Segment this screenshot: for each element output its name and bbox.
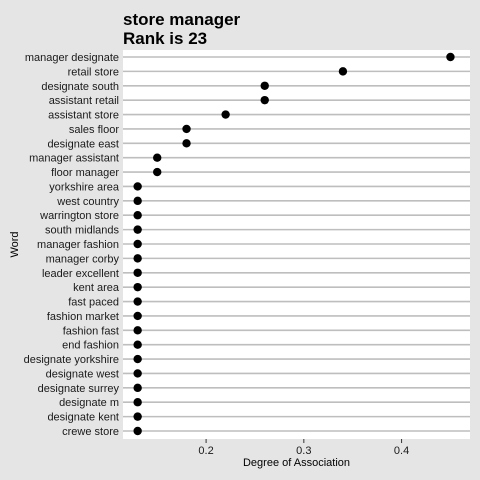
y-tick-label: assistant retail (49, 95, 119, 107)
data-point (133, 282, 142, 292)
data-point (133, 398, 142, 407)
data-point (133, 182, 142, 191)
data-points (133, 52, 455, 436)
y-tick-label: designate west (46, 368, 119, 380)
y-axis-title: Word (9, 231, 21, 257)
data-point (221, 110, 230, 119)
data-point (133, 297, 142, 306)
data-point (338, 67, 348, 76)
y-tick-label: leader excellent (42, 268, 119, 280)
data-point (133, 268, 142, 277)
y-tick-label: fast paced (68, 297, 119, 309)
x-axis: 0.2 0.3 0.4 (198, 439, 409, 457)
y-tick-label: designate m (59, 397, 119, 409)
data-point (133, 412, 142, 421)
y-tick-label: manager designate (25, 52, 119, 64)
data-point (133, 354, 142, 364)
x-tick-label: 0.3 (296, 445, 311, 457)
data-point (133, 254, 142, 263)
y-tick-label: manager corby (46, 253, 120, 265)
data-point (133, 369, 142, 378)
data-point (133, 311, 142, 321)
data-point (133, 196, 142, 206)
y-tick-label: fashion fast (63, 325, 119, 337)
data-point (153, 153, 162, 162)
y-tick-label: kent area (73, 282, 120, 294)
data-point (133, 225, 142, 234)
y-tick-label: designate surrey (38, 383, 120, 395)
y-tick-label: sales floor (69, 124, 119, 136)
x-tick-label: 0.4 (394, 445, 409, 457)
x-tick-label: 0.2 (198, 445, 213, 457)
y-tick-label: end fashion (62, 340, 119, 352)
y-tick-label: crewe store (62, 426, 119, 438)
data-point (133, 383, 142, 393)
y-tick-label: designate south (41, 81, 119, 93)
data-point (182, 139, 191, 148)
y-tick-label: retail store (68, 66, 119, 78)
y-tick-label: assistant store (48, 110, 119, 122)
y-tick-label: south midlands (45, 225, 119, 237)
y-tick-label: floor manager (51, 167, 119, 179)
y-axis: manager designate retail store designate s… (24, 52, 120, 438)
data-point (133, 211, 142, 220)
y-tick-label: warrington store (39, 210, 119, 222)
data-point (182, 124, 191, 134)
data-point (260, 81, 269, 90)
y-tick-label: yorkshire area (49, 181, 120, 193)
y-tick-label: designate east (47, 138, 119, 150)
data-point (133, 326, 142, 335)
chart-subtitle: Rank is 23 (123, 29, 207, 48)
data-point (260, 95, 269, 105)
data-point (133, 426, 142, 436)
y-tick-label: west country (56, 196, 119, 208)
y-tick-label: manager fashion (37, 239, 119, 251)
gridlines (123, 56, 470, 432)
y-tick-label: manager assistant (29, 153, 119, 165)
data-point (153, 167, 162, 177)
y-tick-label: fashion market (47, 311, 119, 323)
data-point (133, 239, 142, 249)
data-point (446, 52, 455, 62)
y-tick-label: designate kent (47, 412, 119, 424)
x-axis-title: Degree of Association (243, 457, 350, 469)
y-tick-label: designate yorkshire (24, 354, 119, 366)
chart-title: store manager (123, 10, 241, 29)
data-point (133, 340, 142, 349)
